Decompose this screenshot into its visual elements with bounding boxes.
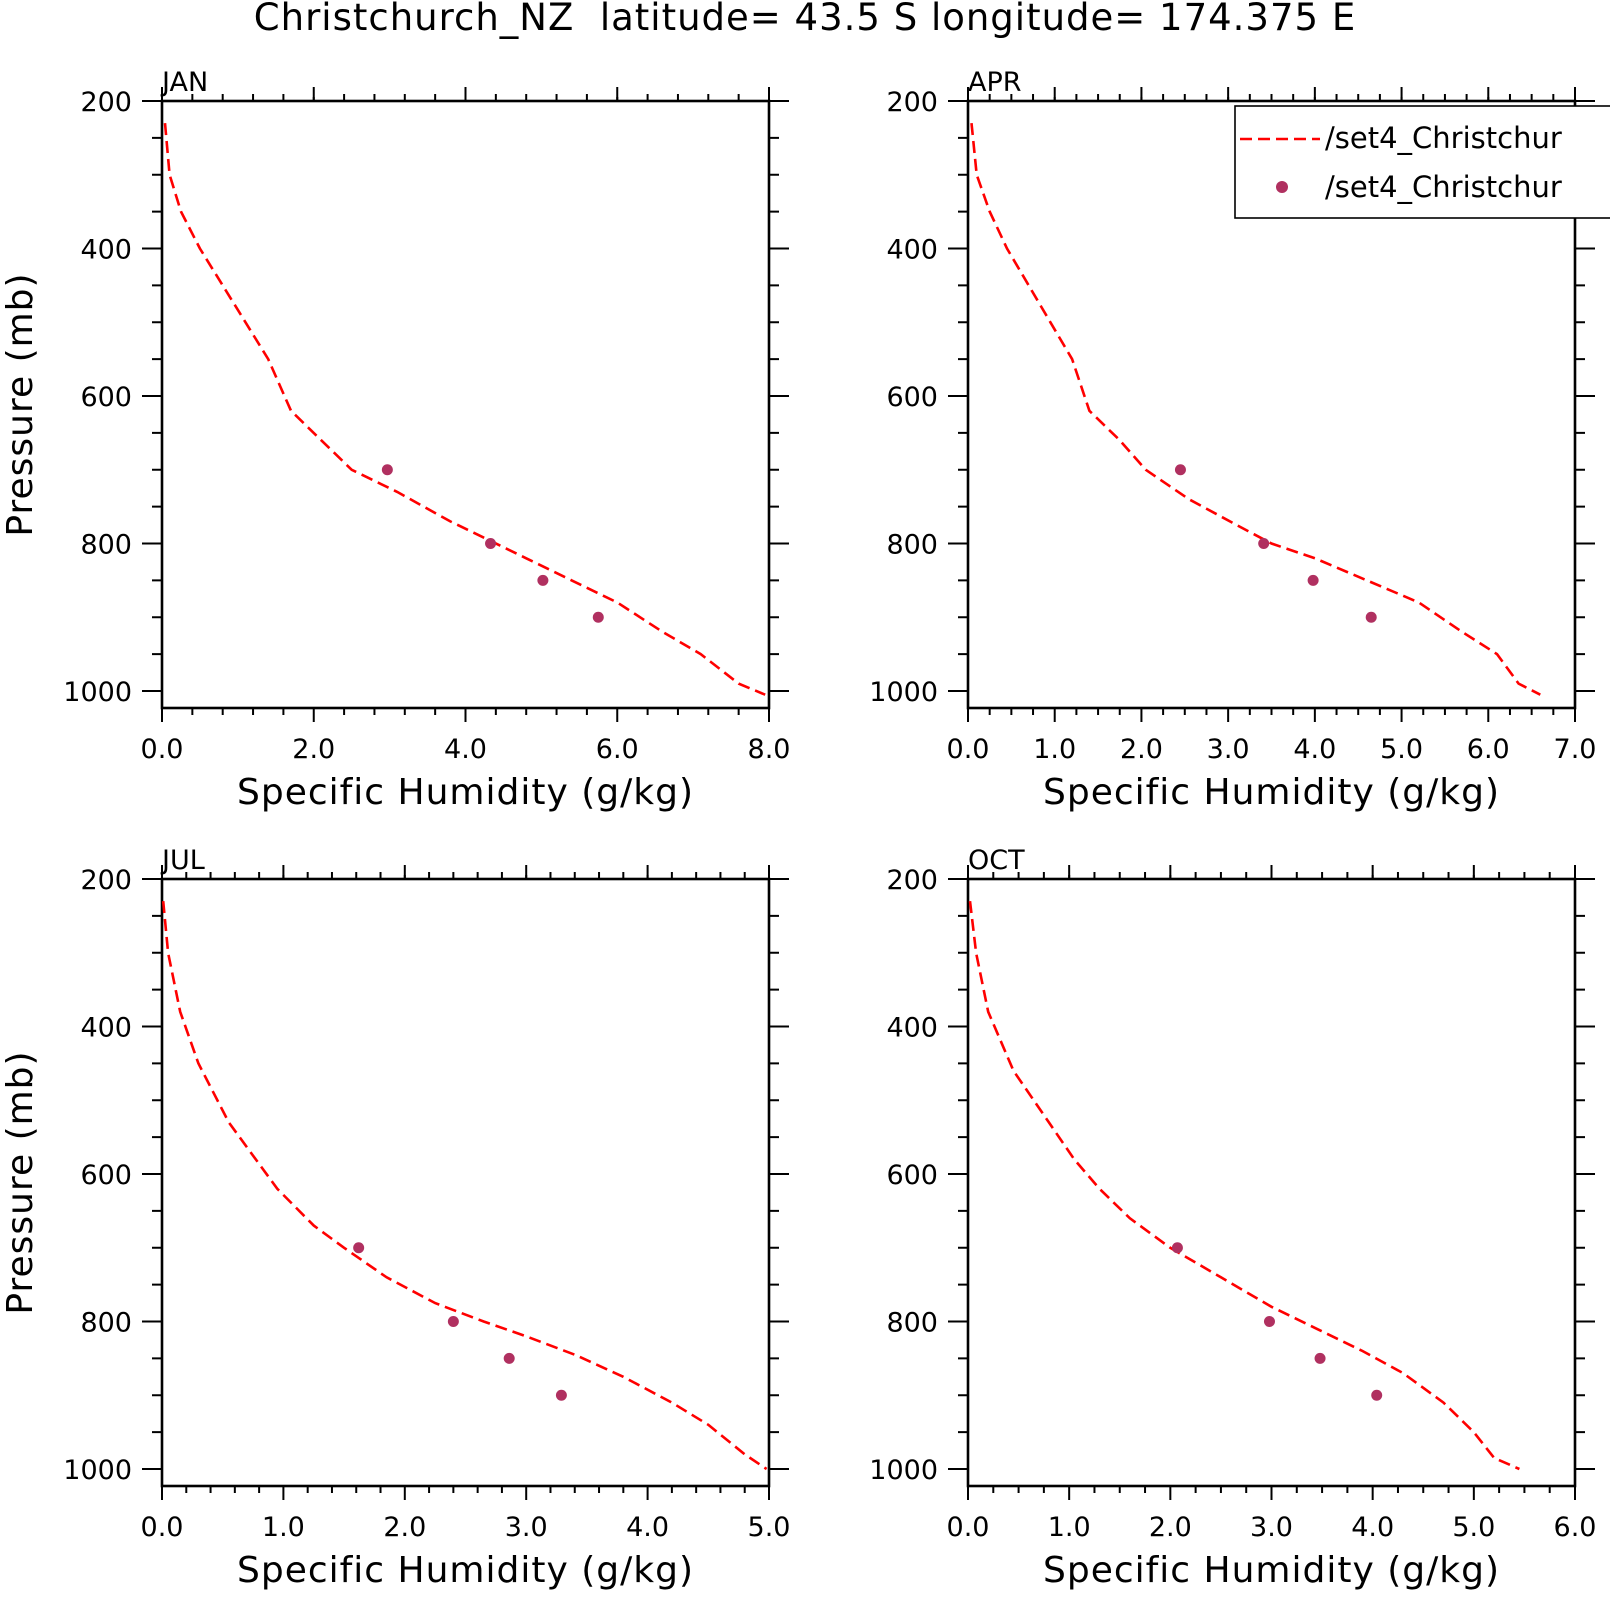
obs-point — [381, 464, 393, 476]
x-tick-label: 2.0 — [383, 1512, 426, 1543]
x-tick-label: 6.0 — [596, 734, 639, 765]
obs-point — [1263, 1316, 1275, 1327]
figure-title: Christchurch_NZ latitude= 43.5 S longitu… — [254, 0, 1356, 39]
obs-point — [503, 1352, 515, 1364]
y-tick-label: 800 — [886, 1308, 938, 1339]
y-tick-label: 800 — [80, 530, 132, 561]
x-tick-label: 0.0 — [141, 1512, 184, 1543]
x-tick-label: 1.0 — [262, 1512, 305, 1543]
model-line — [968, 900, 1520, 1471]
plot-frame — [966, 877, 1577, 1488]
y-tick-label: 1000 — [63, 1455, 132, 1486]
x-tick-label: 8.0 — [748, 734, 791, 765]
x-tick-label: 4.0 — [1293, 734, 1336, 765]
y-tick-label: 800 — [80, 1308, 132, 1339]
panel-oct: 200 400 600 800 1000 0.0 1.0 2.0 3.0 4.0 5.0 6.0 OCT… — [869, 845, 1596, 1591]
x-tick-label: 5.0 — [1452, 1512, 1495, 1543]
x-axis-title: Specific Humidity (g/kg) — [237, 1550, 694, 1591]
y-tick-label: 600 — [886, 1160, 938, 1191]
x-tick-label: 2.0 — [292, 734, 335, 765]
y-tick-label: 400 — [886, 235, 938, 266]
plot-frame — [160, 877, 771, 1488]
y-tick-label: 400 — [80, 1013, 132, 1044]
panel-apr: 200 400 600 800 1000 0.0 1.0 2.0 3.0 4.0 5.0 6.0 7.0… — [869, 67, 1596, 813]
x-tick-label: 0.0 — [947, 734, 990, 765]
x-tick-label: 0.0 — [947, 1512, 990, 1543]
obs-point — [1371, 1389, 1383, 1401]
legend-label: /set4_Christchur — [1325, 170, 1562, 204]
model-line — [161, 900, 768, 1471]
y-tick-label: 600 — [80, 1160, 132, 1191]
x-tick-label: 0.0 — [141, 734, 184, 765]
x-tick-label: 1.0 — [1048, 1512, 1091, 1543]
x-axis-title: Specific Humidity (g/kg) — [237, 772, 694, 813]
x-tick-label: 6.0 — [1467, 734, 1510, 765]
obs-point — [1258, 538, 1270, 549]
obs-point — [485, 538, 497, 549]
x-tick-label: 4.0 — [626, 1512, 669, 1543]
x-tick-label: 3.0 — [1207, 734, 1250, 765]
y-tick-label: 200 — [886, 865, 938, 896]
obs-point — [1307, 574, 1319, 586]
y-tick-label: 1000 — [63, 677, 132, 708]
panel-title: OCT — [968, 845, 1025, 876]
obs-point — [1365, 611, 1377, 623]
obs-point — [592, 611, 604, 623]
x-tick-label: 2.0 — [1149, 1512, 1192, 1543]
x-tick-label: 5.0 — [1380, 734, 1423, 765]
x-tick-label: 4.0 — [1351, 1512, 1394, 1543]
y-tick-label: 1000 — [869, 1455, 938, 1486]
obs-point — [447, 1316, 459, 1327]
x-tick-label: 2.0 — [1120, 734, 1163, 765]
y-tick-label: 400 — [80, 235, 132, 266]
obs-point — [555, 1389, 567, 1401]
legend: /set4_Christchur/set4_Christchur — [1234, 105, 1610, 219]
panel-jan: 200 400 600 800 1000 0.0 2.0 4.0 6.0 8.0 JAN Specif… — [0, 67, 790, 813]
panel-title: JAN — [160, 67, 208, 98]
y-tick-label: 1000 — [869, 677, 938, 708]
y-tick-label: 600 — [886, 382, 938, 413]
legend-box — [1234, 105, 1610, 219]
obs-point — [1171, 1242, 1183, 1254]
obs-point — [1314, 1352, 1326, 1364]
x-tick-label: 7.0 — [1554, 734, 1597, 765]
x-tick-label: 1.0 — [1033, 734, 1076, 765]
y-tick-label: 200 — [886, 87, 938, 118]
x-axis-title: Specific Humidity (g/kg) — [1043, 772, 1500, 813]
x-axis-title: Specific Humidity (g/kg) — [1043, 1550, 1500, 1591]
panel-title: JUL — [160, 845, 205, 876]
panel-jul: 200 400 600 800 1000 0.0 1.0 2.0 3.0 4.0 5.0 JUL Spe… — [0, 845, 790, 1591]
y-axis-title: Pressure (mb) — [0, 272, 41, 536]
legend-marker-swatch — [1276, 181, 1288, 193]
obs-point — [353, 1242, 365, 1254]
x-tick-label: 3.0 — [505, 1512, 548, 1543]
y-tick-label: 800 — [886, 530, 938, 561]
y-tick-label: 400 — [886, 1013, 938, 1044]
plot-frame — [160, 99, 771, 710]
obs-point — [1174, 464, 1186, 476]
x-tick-label: 4.0 — [444, 734, 487, 765]
panel-title: APR — [968, 67, 1022, 98]
y-tick-label: 200 — [80, 87, 132, 118]
model-line — [163, 122, 766, 696]
obs-point — [537, 574, 549, 586]
y-tick-label: 600 — [80, 382, 132, 413]
model-line — [970, 122, 1541, 696]
x-tick-label: 3.0 — [1250, 1512, 1293, 1543]
legend-label: /set4_Christchur — [1325, 121, 1562, 155]
y-axis-title: Pressure (mb) — [0, 1050, 41, 1314]
x-tick-label: 6.0 — [1554, 1512, 1597, 1543]
panels: 200 400 600 800 1000 0.0 2.0 4.0 6.0 8.0 JAN Specif… — [0, 67, 1596, 1591]
y-tick-label: 200 — [80, 865, 132, 896]
x-tick-label: 5.0 — [748, 1512, 791, 1543]
